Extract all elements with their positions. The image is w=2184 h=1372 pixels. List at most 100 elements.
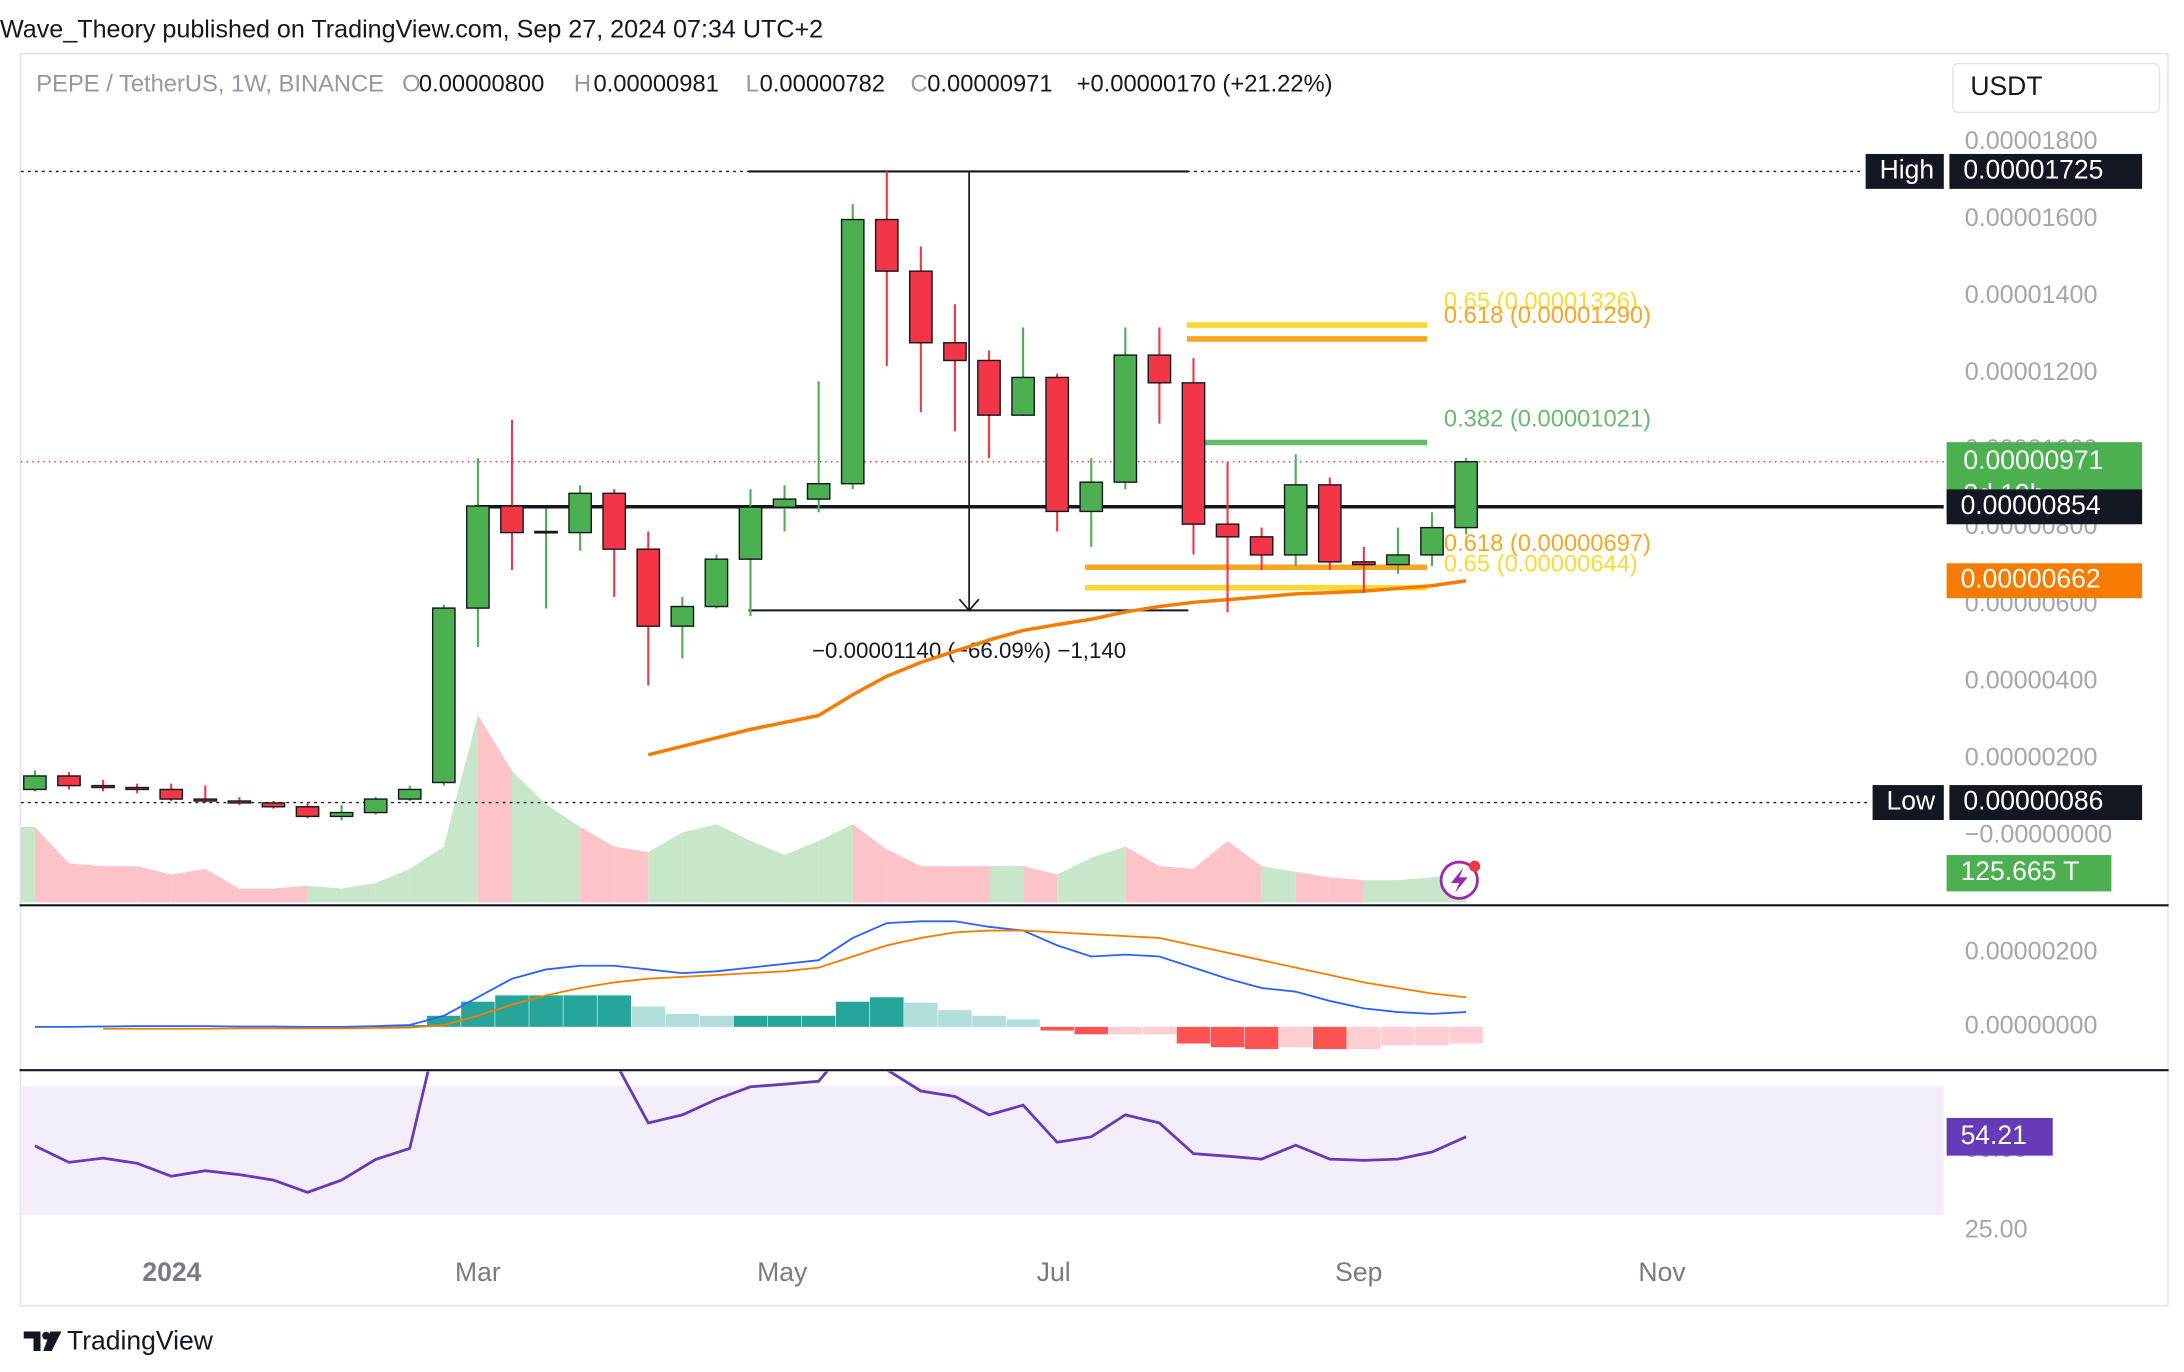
volume-area: [1125, 846, 1160, 903]
macd-histogram-bar: [427, 1015, 461, 1027]
candle-body: [57, 775, 81, 787]
change: +0.00000170 (+21.22%): [1077, 71, 1333, 97]
brand-logo: [23, 1331, 62, 1352]
macd-histogram-bar: [699, 1015, 734, 1027]
macd-histogram-bar: [1278, 1026, 1313, 1048]
volume-area: [1329, 877, 1364, 903]
candle-body: [1420, 526, 1444, 556]
icon-bolt: [1450, 867, 1468, 893]
volume-area: [1159, 866, 1194, 903]
macd-histogram-bar: [1244, 1026, 1279, 1050]
candle-body: [125, 786, 150, 791]
volume-area: [103, 866, 138, 903]
candle-body: [363, 798, 388, 814]
candle-body: [295, 806, 320, 818]
measure-label: −0.00001140 (−66.09%) −1,140: [812, 638, 1126, 663]
candle-body: [1113, 354, 1138, 483]
candle-body: [1147, 354, 1172, 384]
ohlc-value: 0.00000782: [760, 71, 885, 97]
ohlc-value: 0.00000971: [927, 71, 1052, 97]
volume-area: [239, 888, 274, 903]
volume-area: [1261, 866, 1296, 903]
macd-histogram-bar: [938, 1010, 972, 1027]
macd-histogram-bar: [1176, 1026, 1211, 1044]
rsi-tick-label: 25.00: [1965, 1216, 2028, 1244]
volume-area: [1397, 877, 1433, 903]
candle-body: [909, 270, 933, 344]
volume-area: [1295, 871, 1330, 903]
currency-button[interactable]: [1952, 62, 2161, 114]
candle-body: [636, 548, 661, 627]
macd-histogram-bar: [529, 995, 563, 1027]
candle-body: [1283, 484, 1308, 556]
volume-area: [1023, 866, 1058, 903]
candle-body: [1079, 481, 1104, 513]
y-tick-label: 0.00001600: [1965, 204, 2098, 232]
y-tick-label: 0.00001400: [1965, 281, 2098, 309]
support-text: 0.00000854: [1961, 490, 2101, 520]
fib-label: 0.382 (0.00001021): [1444, 406, 1651, 432]
volume-area: [171, 868, 206, 903]
macd-tick-label: 0.00000200: [1965, 937, 2098, 965]
volume-area: [341, 882, 376, 903]
volume-area: [409, 846, 444, 903]
macd-histogram-bar: [1074, 1026, 1109, 1035]
macd-histogram-bar: [1006, 1019, 1040, 1027]
candle-body: [1249, 536, 1274, 556]
header-legend: PEPE / TetherUS, 1W, BINANCE O 0.0000080…: [36, 71, 1332, 97]
candle-body: [193, 798, 218, 802]
candle-body: [874, 218, 899, 272]
volume-area: [375, 868, 410, 903]
ema-text: 0.00000662: [1961, 564, 2101, 594]
chart-frame: [19, 53, 2169, 1307]
candle-body: [1181, 382, 1206, 525]
candle-body: [977, 359, 1001, 416]
low-name-text: Low: [1887, 786, 1936, 816]
candle-body: [227, 800, 252, 804]
ohlc-key: C: [910, 71, 927, 97]
x-tick-label: May: [757, 1257, 808, 1287]
volume-area: [1227, 840, 1262, 903]
macd-histogram-bar: [972, 1015, 1006, 1027]
volume-area: [989, 866, 1024, 903]
macd-histogram-bar: [1210, 1026, 1245, 1048]
macd-histogram-bar: [1381, 1026, 1415, 1046]
candle-body: [1386, 554, 1410, 566]
macd-histogram-bar: [461, 1001, 495, 1027]
brand-name: TradingView: [67, 1326, 214, 1356]
ohlc-value: 0.00000800: [419, 71, 544, 97]
candle-body: [943, 342, 967, 362]
volume-area: [920, 866, 955, 903]
y-tick-label: 0.00000400: [1965, 666, 2098, 694]
volume-area: [784, 840, 819, 903]
candle-body: [466, 505, 490, 609]
candle-body: [500, 505, 524, 534]
volume-area: [546, 804, 581, 903]
last-price-text: 0.00000971: [1963, 445, 2103, 475]
volume-area: [477, 714, 512, 903]
candle-body: [568, 492, 592, 534]
volume-area: [137, 866, 172, 903]
icon-dot: [1469, 860, 1481, 872]
main-pane: [20, 505, 1944, 903]
candle-body: [1454, 461, 1478, 529]
fib-label: 0.618 (0.00001290): [1444, 303, 1651, 329]
volume-area: [580, 826, 615, 903]
volume-area: [818, 824, 853, 903]
macd-histogram-bar: [1108, 1026, 1143, 1035]
macd-histogram-bar: [904, 1002, 938, 1027]
alert-icon[interactable]: [1439, 860, 1481, 900]
low-value-badge: [1949, 785, 2143, 821]
macd-histogram-bar: [1415, 1026, 1449, 1046]
y-tick-label: 0.00001800: [1965, 127, 2098, 155]
candle-body: [840, 218, 865, 485]
low-value-text: 0.00000086: [1963, 786, 2103, 816]
volume-area: [682, 824, 717, 903]
volume-area: [1091, 846, 1126, 903]
volume-area: [750, 840, 785, 903]
macd-tick-label: 0.00000000: [1965, 1012, 2098, 1040]
ohlc-key: O: [402, 71, 420, 97]
candle-body: [704, 558, 729, 608]
volume-area: [886, 849, 921, 903]
